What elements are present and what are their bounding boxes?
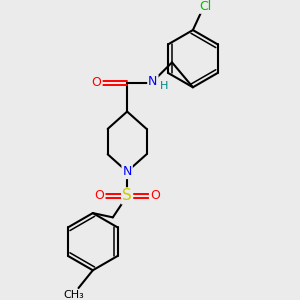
Text: Cl: Cl [200,0,212,13]
Text: N: N [122,165,132,178]
Text: O: O [150,189,160,203]
Text: O: O [92,76,101,89]
Text: H: H [160,81,169,91]
Text: N: N [148,75,158,88]
Text: CH₃: CH₃ [64,290,85,300]
Text: O: O [94,189,104,203]
Text: S: S [122,188,132,203]
